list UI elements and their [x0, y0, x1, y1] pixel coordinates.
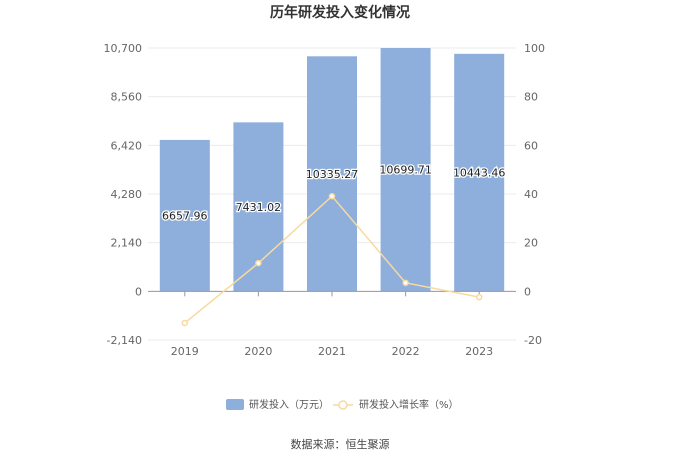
line-series	[181, 192, 483, 327]
bar-value-label: 10699.71	[379, 164, 432, 177]
bar-value-label: 10335.27	[306, 168, 359, 181]
right-tick-label: 20	[524, 237, 538, 250]
legend-line-marker	[338, 400, 348, 410]
left-tick-label: 10,700	[104, 42, 143, 55]
growth-point	[181, 319, 189, 327]
bar	[307, 56, 357, 292]
growth-point	[402, 279, 409, 287]
bar-value-label: 10443.46	[453, 167, 506, 180]
right-tick-label: 60	[524, 139, 538, 152]
legend-bar-label: 研发投入（万元）	[249, 398, 329, 411]
bar-series	[159, 48, 505, 292]
x-tick-label: 2022	[392, 345, 420, 358]
left-tick-label: 0	[135, 285, 142, 298]
chart-title: 历年研发投入变化情况	[270, 4, 410, 21]
bar	[380, 48, 431, 292]
legend-bar-swatch	[226, 399, 244, 410]
x-tick-label: 2021	[318, 345, 346, 358]
growth-point	[255, 259, 262, 267]
legend-line-label: 研发投入增长率（%）	[359, 398, 459, 411]
right-tick-label: 80	[524, 91, 538, 104]
left-tick-label: 6,420	[111, 139, 143, 152]
right-tick-label: 40	[524, 188, 538, 201]
growth-point	[475, 293, 483, 301]
right-tick-label: -20	[524, 334, 542, 347]
right-tick-label: 100	[524, 42, 545, 55]
bar-value-labels: 6657.96 7431.02 10335.27 10699.71 10443.46	[161, 162, 507, 223]
x-tick-label: 2023	[465, 345, 493, 358]
left-axis-ticks: -2,140 0 2,140 4,280 6,420 8,560 10,700	[104, 42, 143, 347]
right-tick-label: 0	[524, 285, 531, 298]
left-tick-label: 2,140	[111, 237, 143, 250]
bar	[159, 139, 210, 292]
growth-point	[328, 192, 336, 200]
left-tick-label: 4,280	[111, 188, 143, 201]
x-axis: 2019 2020 2021 2022 2023	[148, 290, 516, 358]
legend: 研发投入（万元） 研发投入增长率（%）	[226, 398, 459, 411]
left-tick-label: 8,560	[111, 91, 143, 104]
right-axis-ticks: -20 0 20 40 60 80 100	[524, 42, 545, 347]
x-tick-label: 2020	[244, 345, 272, 358]
data-source: 数据来源：恒生聚源	[291, 437, 390, 451]
bar-value-label: 6657.96	[162, 210, 208, 223]
bar-value-label: 7431.02	[236, 201, 282, 214]
bar	[454, 53, 505, 292]
left-tick-label: -2,140	[107, 334, 142, 347]
x-tick-label: 2019	[171, 345, 199, 358]
